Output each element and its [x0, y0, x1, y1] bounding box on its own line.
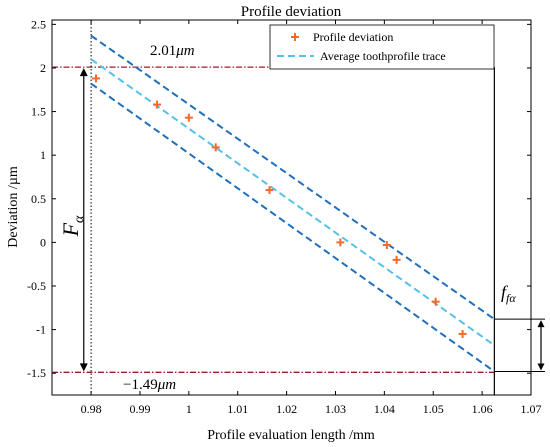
x-tick-label: 1.05	[423, 402, 444, 416]
profile-deviation-point	[153, 100, 162, 109]
plot-frame	[51, 19, 532, 396]
chart-title: Profile deviation	[241, 4, 342, 20]
total-deviation-symbol: F	[58, 222, 83, 237]
total-deviation-label: Fα	[58, 215, 87, 237]
legend-label-average-trace: Average toothprofile trace	[320, 49, 446, 63]
x-axis-label: Profile evaluation length /mm	[207, 428, 375, 443]
y-tick-label: 0.5	[31, 192, 46, 206]
x-tick-label: 0.99	[129, 402, 150, 416]
total-deviation-subscript: α	[72, 215, 87, 223]
form-deviation-arrowhead-up	[537, 320, 545, 328]
x-tick-label: 1.01	[227, 402, 248, 416]
lower-value-annotation: −1.49μm	[123, 377, 176, 393]
annotation-layer	[79, 68, 545, 372]
profile-deviation-point	[382, 241, 391, 249]
y-tick-label: -1.5	[27, 366, 46, 380]
y-tick-label: 1.5	[31, 105, 46, 119]
profile-deviation-point	[91, 74, 100, 83]
profile-deviation-point	[265, 186, 274, 195]
legend: Profile deviation Average toothprofile t…	[269, 24, 495, 70]
plot-area	[51, 19, 532, 396]
y-tick-label: 0	[40, 235, 46, 249]
legend-label-profile-deviation: Profile deviation	[313, 30, 393, 44]
upper-value-unit: μm	[175, 43, 195, 59]
y-tick-label: -1	[36, 323, 46, 337]
lower-value-number: −1.49	[123, 377, 158, 393]
profile-deviation-point	[184, 113, 193, 122]
upper-value-annotation: 2.01μm	[150, 43, 195, 59]
average-trace-line	[90, 58, 495, 347]
legend-box	[269, 24, 495, 70]
profile-deviation-point	[458, 329, 467, 338]
y-tick-label: 2	[40, 61, 46, 75]
x-tick-label: 0.98	[81, 402, 102, 416]
deviation-bound-line	[90, 82, 495, 373]
series-layer	[90, 34, 495, 373]
form-deviation-symbol: f	[501, 282, 509, 302]
ticks-layer: 0.98 0.99 1 1.01 1.02 1.03 1.04 1.05 1.06 1.07 2.5…	[27, 17, 542, 416]
y-tick-label: 2.5	[31, 17, 46, 31]
x-tick-label: 1.07	[521, 402, 542, 416]
total-deviation-text: Fα	[58, 215, 87, 237]
form-deviation-arrowhead-down	[537, 363, 545, 371]
upper-value-number: 2.01	[150, 43, 176, 59]
x-tick-label: 1.04	[374, 402, 395, 416]
total-deviation-arrowhead-down	[79, 363, 88, 372]
profile-deviation-point	[392, 255, 401, 264]
y-tick-label: 1	[40, 148, 46, 162]
form-deviation-label: ffα	[501, 282, 516, 305]
total-deviation-arrowhead-up	[79, 68, 88, 77]
form-deviation-subscript: fα	[506, 291, 516, 305]
x-tick-label: 1.02	[276, 402, 297, 416]
profile-deviation-point	[336, 238, 345, 247]
x-tick-label: 1.06	[472, 402, 493, 416]
x-tick-label: 1	[186, 402, 192, 416]
legend-marker-plus	[291, 33, 299, 41]
y-axis-label: Deviation /µm	[6, 166, 21, 248]
deviation-bound-line	[90, 34, 495, 320]
profile-deviation-point	[431, 297, 440, 306]
profile-deviation-point	[211, 143, 220, 152]
y-tick-label: -0.5	[27, 279, 46, 293]
lower-value-unit: μm	[157, 377, 177, 393]
x-tick-label: 1.03	[325, 402, 346, 416]
